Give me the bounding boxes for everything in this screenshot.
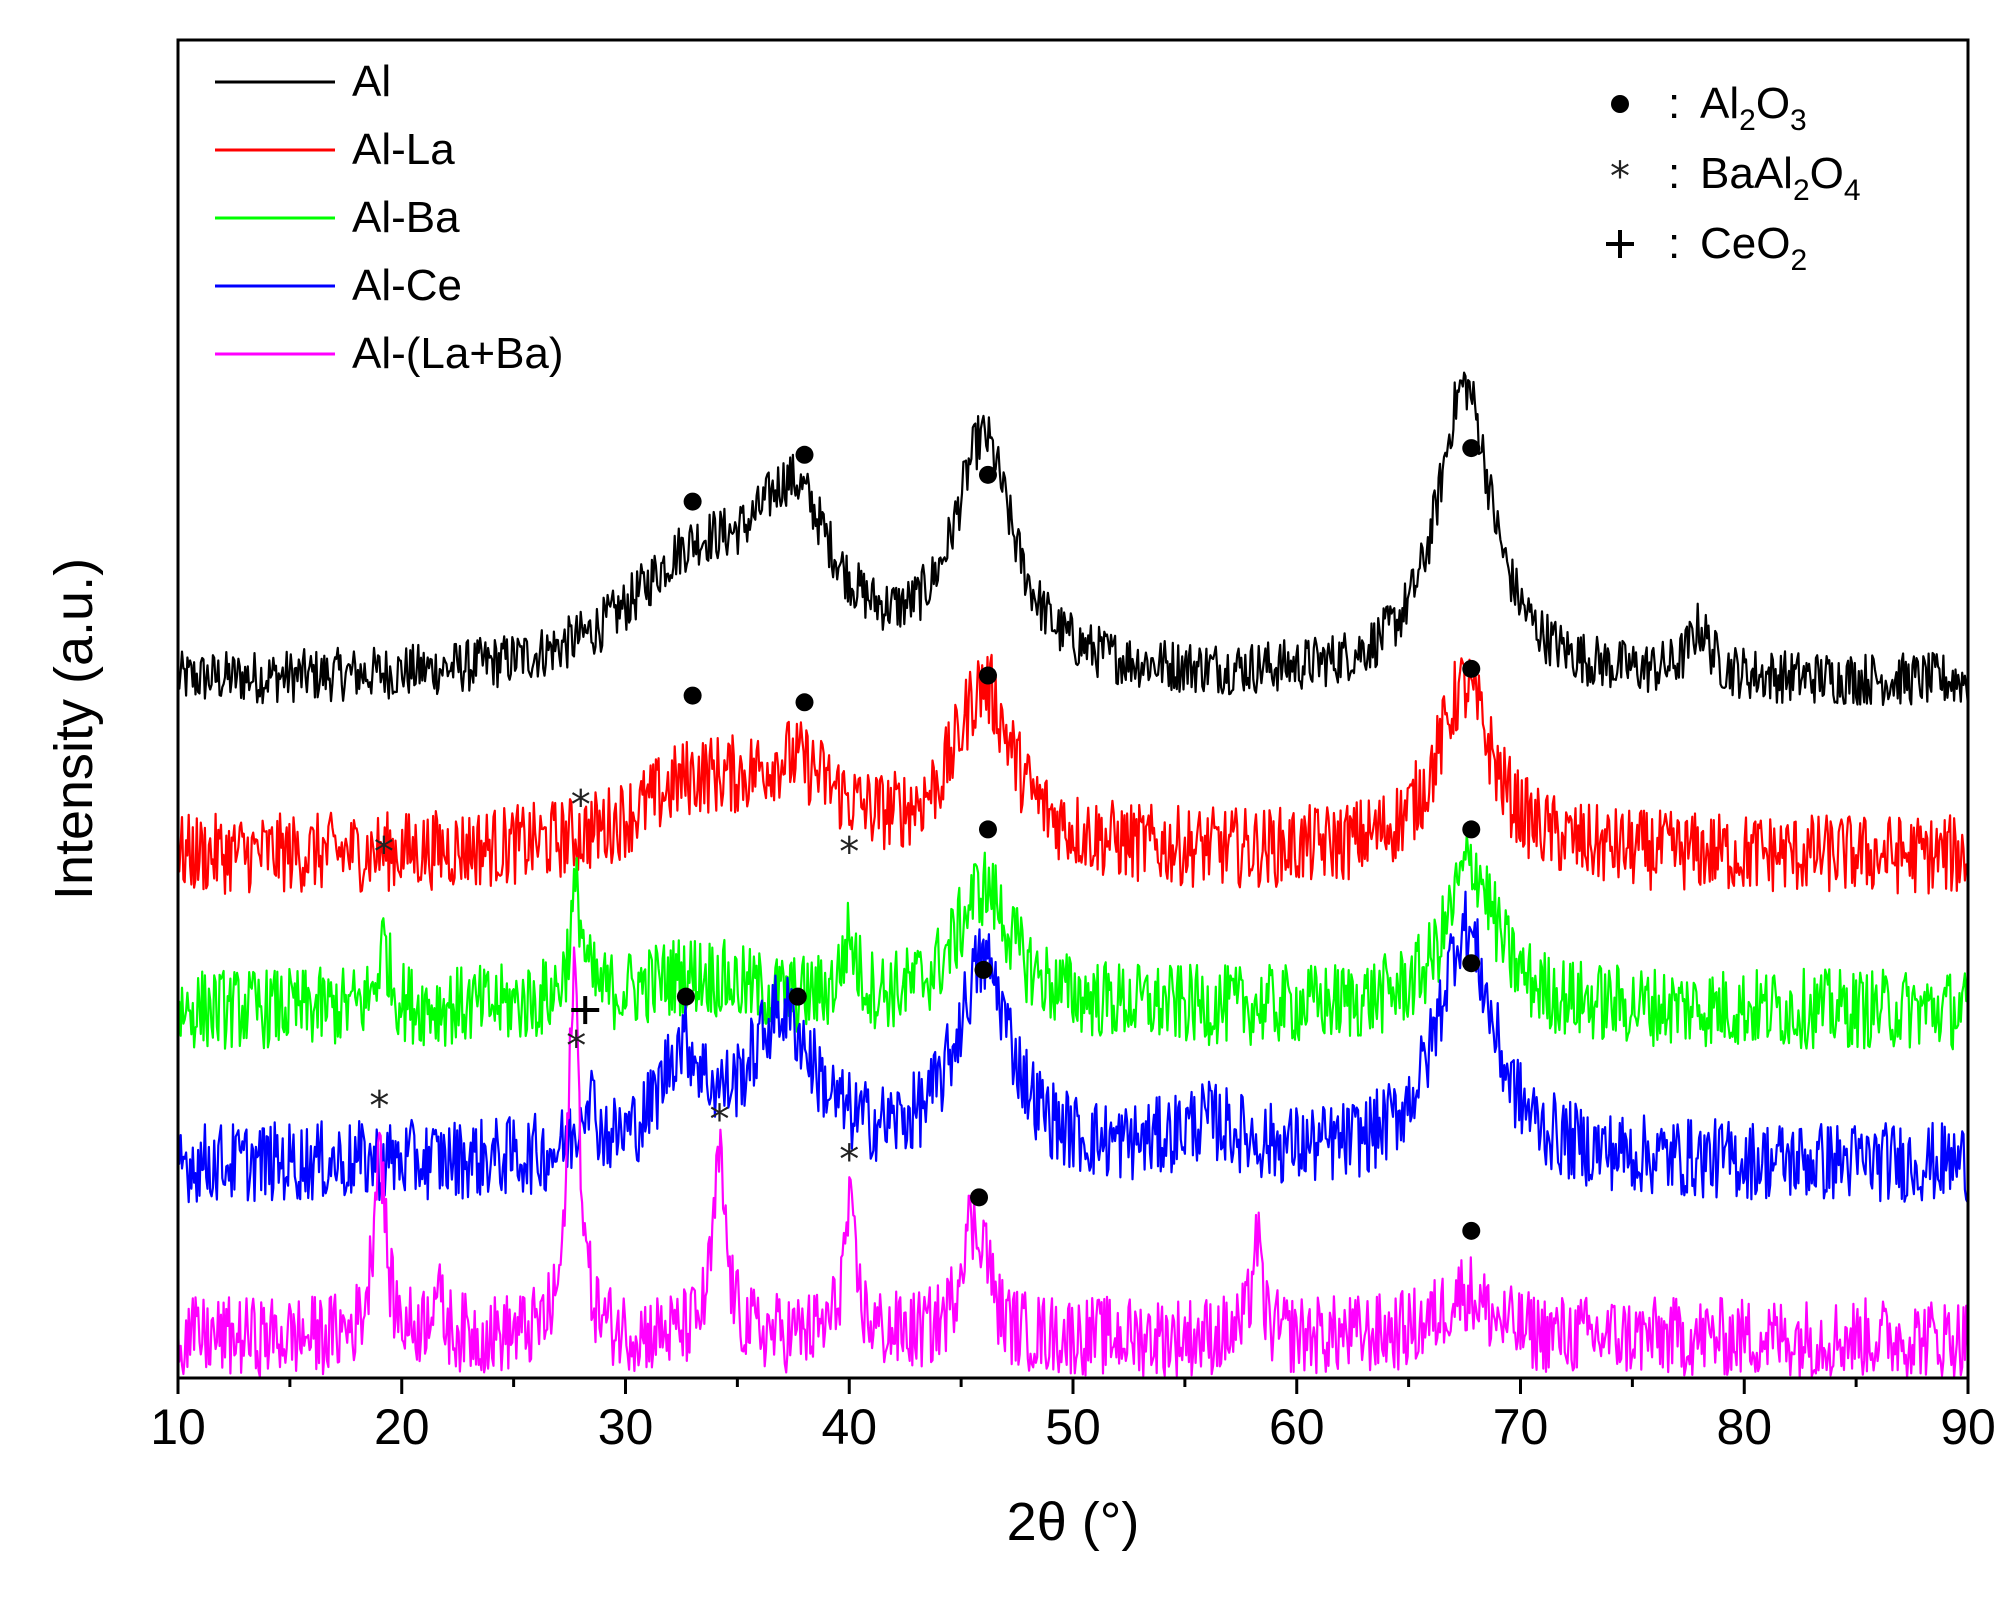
al2o3-marker-2-4 — [1462, 820, 1481, 839]
al2o3-marker-0-1 — [795, 445, 814, 464]
series-line-4 — [176, 946, 1969, 1379]
x-tick-label: 50 — [1045, 1399, 1101, 1455]
legend-label-3: Al-Ce — [352, 261, 462, 310]
legend-label-0: Al — [352, 57, 391, 106]
baal2o4-marker-4-3: * — [839, 1137, 859, 1183]
series-layer — [176, 371, 1969, 1379]
baal2o4-marker-2-0: * — [374, 829, 394, 875]
al2o3-marker-3-3 — [974, 960, 993, 979]
y-axis-title: Intensity (a.u.) — [44, 558, 104, 900]
x-tick-label: 40 — [821, 1399, 877, 1455]
legend-label-4: Al-(La+Ba) — [352, 329, 564, 378]
baal2o4-marker-4-0: * — [369, 1084, 389, 1130]
series-line-1 — [176, 653, 1969, 895]
al2o3-marker-1-2 — [978, 666, 997, 685]
baal2o4-marker-2-1: * — [571, 783, 591, 829]
legend-label-1: Al-La — [352, 125, 455, 174]
ceo2-legend-label: CeO2 — [1700, 219, 1807, 277]
baal2o4-legend-colon: : — [1668, 149, 1680, 198]
series-line-3 — [176, 890, 1969, 1204]
ceo2-legend-icon — [1606, 230, 1634, 258]
x-tick-label: 10 — [150, 1399, 206, 1455]
al2o3-marker-4-5 — [1462, 1221, 1481, 1240]
al2o3-marker-1-3 — [1462, 659, 1481, 678]
al2o3-marker-0-0 — [683, 492, 702, 511]
al2o3-marker-3-4 — [1462, 954, 1481, 973]
ceo2-marker-3-0 — [571, 996, 600, 1025]
peak-marker-layer: * * * * * * * — [369, 439, 1481, 1240]
al2o3-marker-3-2 — [788, 987, 807, 1006]
x-tick-label: 70 — [1493, 1399, 1549, 1455]
series-line-0 — [176, 371, 1969, 707]
legend-label-2: Al-Ba — [352, 193, 460, 242]
phase-legend: : Al2O3 *: BaAl2O4: CeO2 — [1606, 79, 1861, 277]
x-axis-ticks: 10 20 30 40 50 60 70 80 90 — [150, 1378, 1996, 1455]
al2o3-marker-0-2 — [978, 465, 997, 484]
baal2o4-marker-2-2: * — [839, 829, 859, 875]
x-tick-label: 20 — [374, 1399, 430, 1455]
al2o3-legend-label: Al2O3 — [1700, 79, 1807, 137]
al2o3-marker-4-4 — [970, 1188, 989, 1207]
x-axis-title: 2θ (°) — [1007, 1492, 1140, 1552]
series-legend: Al Al-La Al-Ba Al-Ce Al-(La+Ba) — [215, 57, 564, 378]
x-tick-label: 30 — [598, 1399, 654, 1455]
x-tick-label: 90 — [1940, 1399, 1996, 1455]
series-line-2 — [176, 832, 1969, 1051]
x-tick-label: 80 — [1716, 1399, 1772, 1455]
al2o3-legend-icon — [1611, 95, 1629, 113]
baal2o4-marker-4-2: * — [709, 1097, 729, 1143]
al2o3-marker-1-1 — [795, 693, 814, 712]
al2o3-marker-2-3 — [978, 820, 997, 839]
baal2o4-marker-4-1: * — [566, 1024, 586, 1070]
al2o3-marker-1-0 — [683, 686, 702, 705]
al2o3-marker-0-3 — [1462, 439, 1481, 458]
baal2o4-legend-label: BaAl2O4 — [1700, 149, 1861, 207]
baal2o4-legend-icon: * — [1610, 154, 1630, 200]
al2o3-legend-colon: : — [1668, 79, 1680, 128]
ceo2-legend-colon: : — [1668, 219, 1680, 268]
x-tick-label: 60 — [1269, 1399, 1325, 1455]
al2o3-marker-3-1 — [676, 987, 695, 1006]
